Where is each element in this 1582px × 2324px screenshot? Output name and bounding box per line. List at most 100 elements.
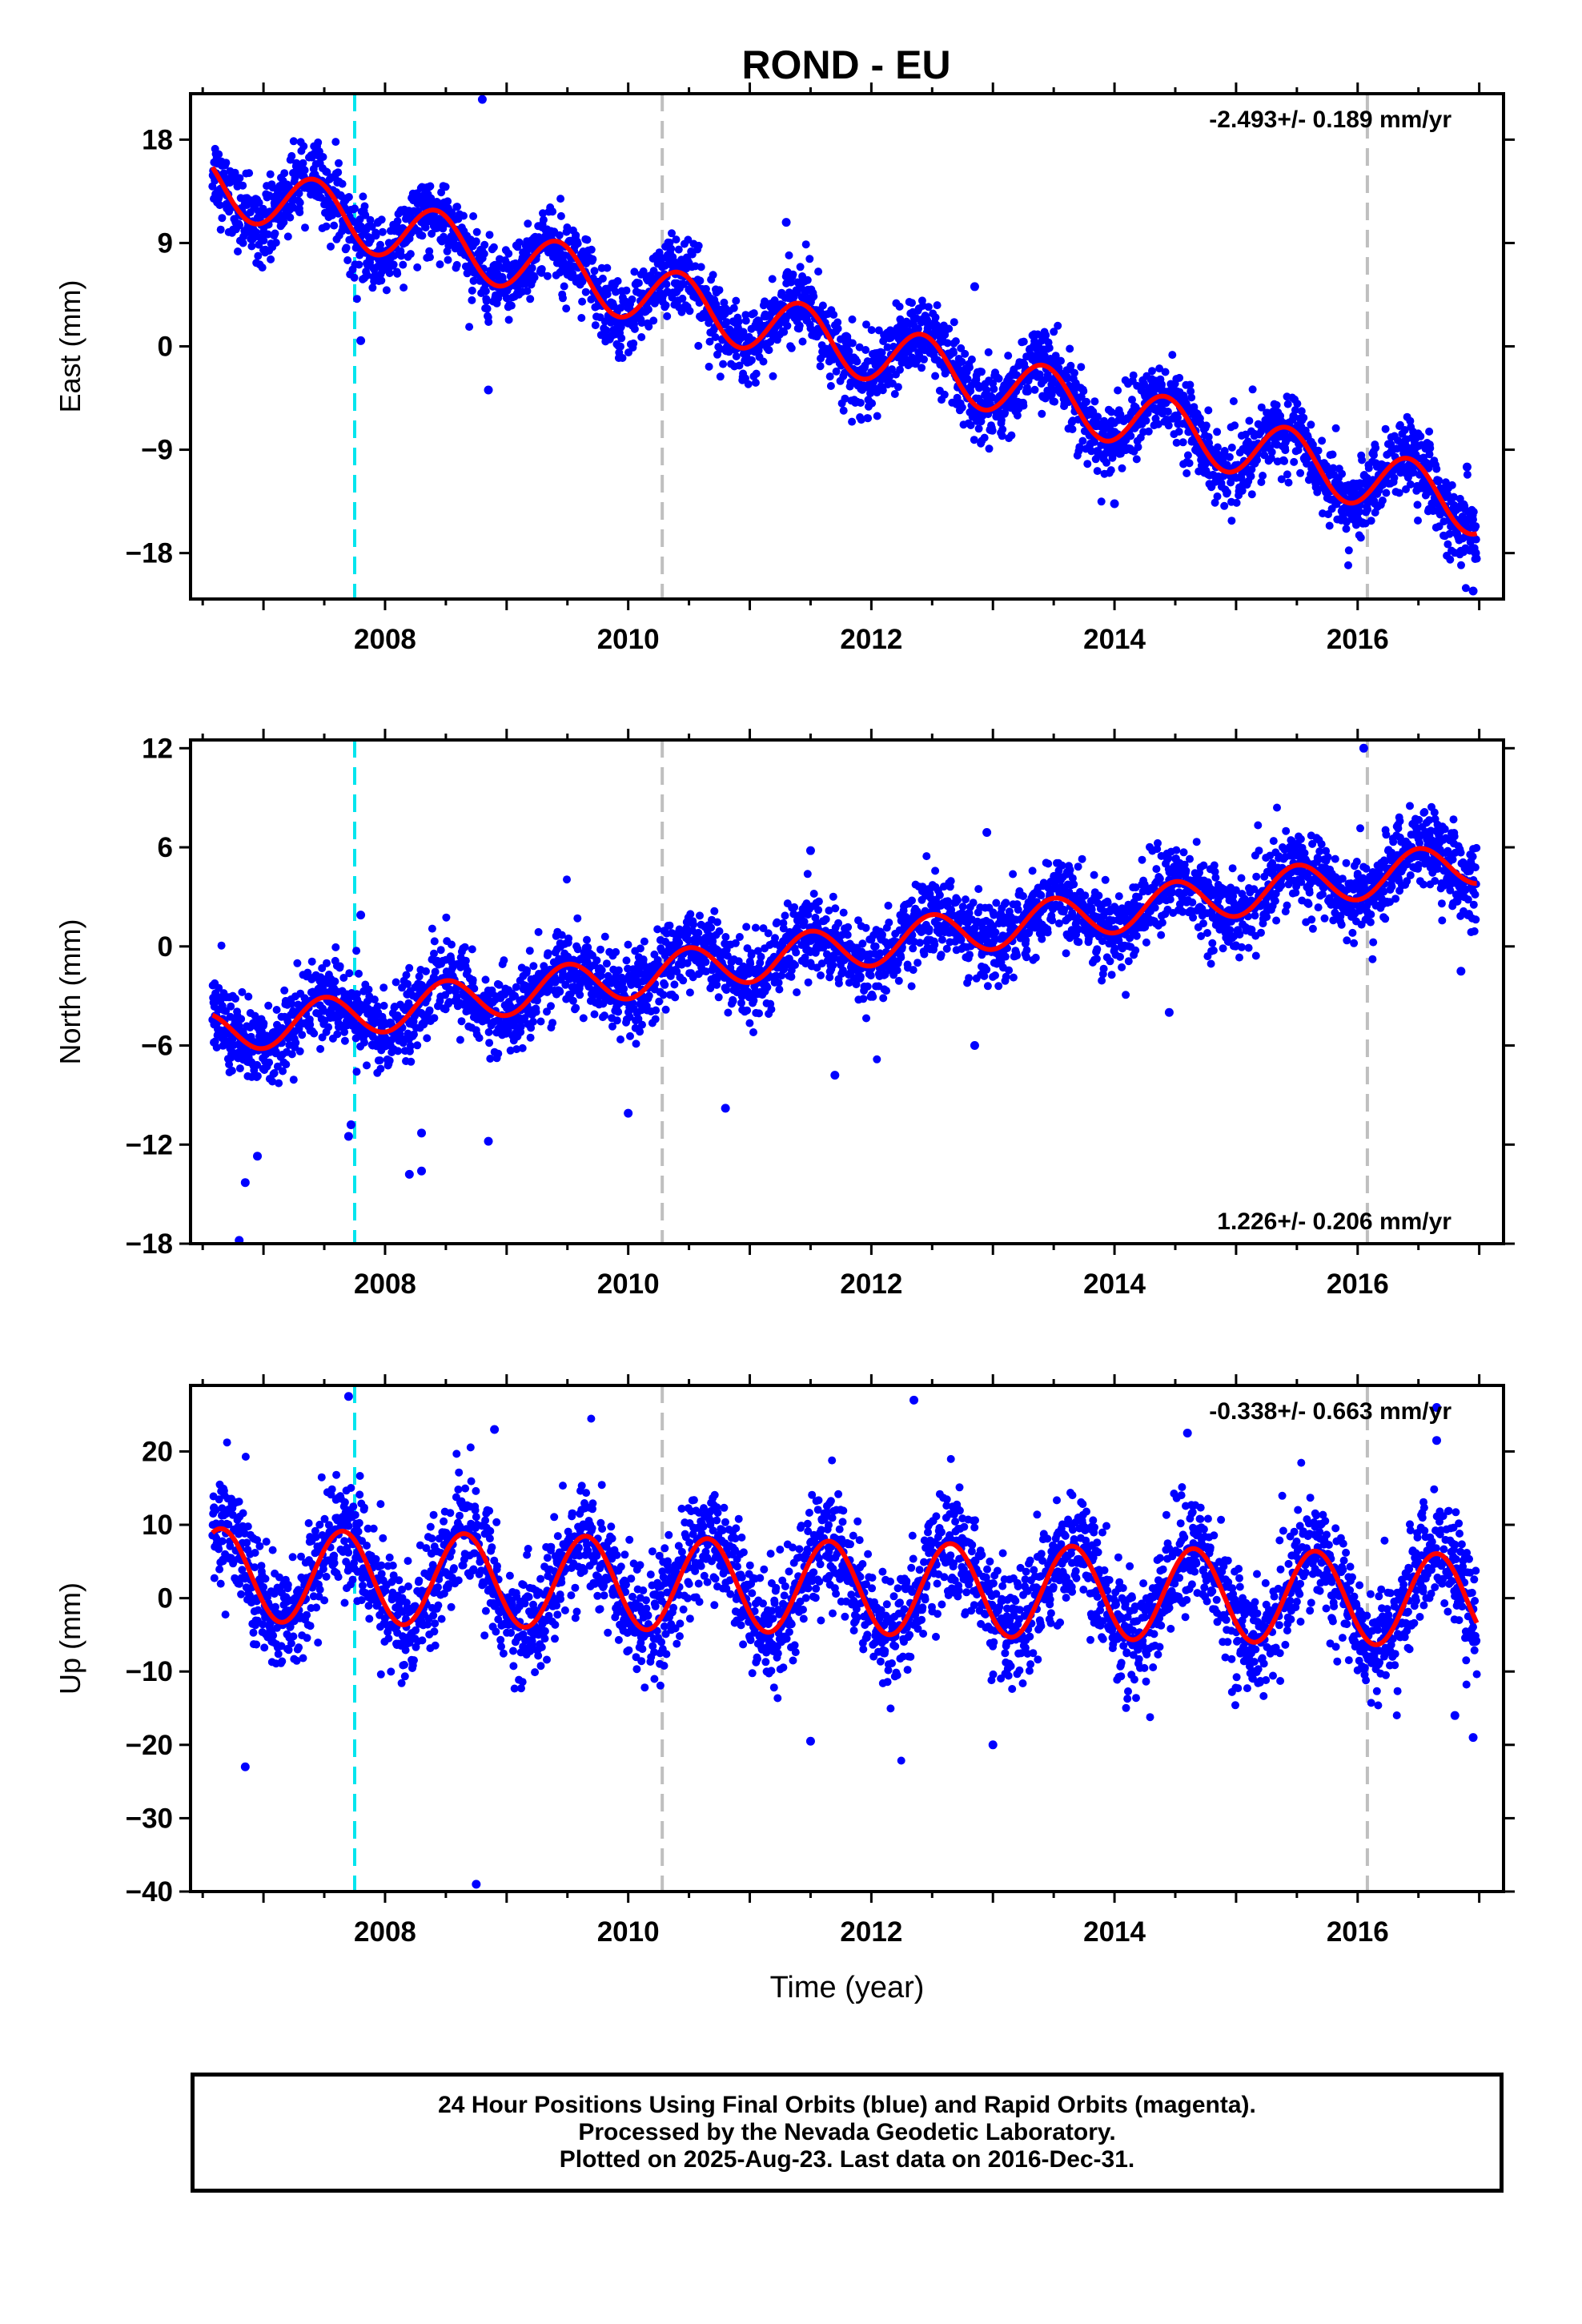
data-point <box>264 1001 273 1010</box>
data-point <box>292 159 301 167</box>
data-point <box>1134 443 1142 452</box>
data-point <box>814 897 823 906</box>
data-point <box>375 1056 384 1065</box>
data-point <box>537 265 546 273</box>
data-point <box>711 333 720 341</box>
data-point <box>1132 455 1141 464</box>
data-point <box>360 1038 368 1047</box>
data-point <box>1227 478 1235 487</box>
data-point <box>572 231 580 239</box>
data-point <box>515 238 524 247</box>
data-point <box>259 236 268 245</box>
data-point <box>1075 443 1084 452</box>
data-point <box>602 959 611 968</box>
data-point <box>716 372 725 381</box>
data-point <box>504 316 513 324</box>
data-point <box>908 299 916 308</box>
data-point <box>1213 443 1222 452</box>
data-point <box>1446 555 1455 564</box>
data-point <box>749 309 758 318</box>
data-point <box>266 170 275 179</box>
data-point <box>816 362 825 371</box>
data-point <box>237 1015 246 1023</box>
data-point <box>803 275 812 284</box>
data-point <box>1277 475 1286 484</box>
data-point <box>543 271 552 280</box>
data-point <box>1232 498 1241 507</box>
data-point <box>752 369 761 378</box>
data-point <box>1461 584 1470 593</box>
data-point <box>665 921 674 930</box>
data-point <box>1457 561 1465 569</box>
data-point <box>563 875 571 884</box>
data-point <box>705 362 713 371</box>
data-point <box>1182 469 1191 477</box>
data-point <box>834 919 843 927</box>
data-point <box>418 231 427 240</box>
data-point <box>629 339 638 348</box>
data-point <box>829 961 837 970</box>
data-point <box>1068 425 1077 433</box>
data-point <box>556 987 564 996</box>
data-point <box>616 304 625 312</box>
plot-area <box>208 740 1481 1244</box>
data-point <box>352 295 361 304</box>
data-point <box>945 324 954 333</box>
data-point <box>1299 413 1308 422</box>
data-point <box>1118 464 1126 472</box>
data-point <box>268 1077 277 1086</box>
data-point <box>705 337 714 346</box>
data-point <box>216 225 225 234</box>
data-point <box>596 945 604 954</box>
data-point <box>1325 521 1334 530</box>
data-point <box>1090 397 1099 406</box>
outlier-point <box>1110 499 1119 509</box>
data-point <box>588 255 597 263</box>
data-point <box>429 221 438 230</box>
data-point <box>787 344 796 352</box>
data-point <box>597 966 606 975</box>
data-point <box>271 229 279 238</box>
data-point <box>719 360 728 368</box>
data-point <box>1329 464 1338 472</box>
data-point <box>227 1002 235 1011</box>
data-point <box>1363 505 1372 514</box>
data-point <box>272 1006 281 1014</box>
data-point <box>985 444 994 453</box>
data-point <box>632 1039 640 1048</box>
data-point <box>793 988 801 997</box>
y-axis-label: East (mm) <box>54 280 86 413</box>
data-point <box>1178 438 1187 447</box>
data-point <box>997 416 1006 424</box>
outlier-point <box>1462 462 1472 472</box>
data-point <box>577 314 586 322</box>
data-point <box>523 966 532 975</box>
data-point <box>468 296 476 304</box>
data-point <box>795 321 804 330</box>
data-point <box>864 414 873 423</box>
data-point <box>809 890 818 898</box>
data-point <box>289 1076 298 1084</box>
data-point <box>377 215 386 224</box>
data-point <box>761 297 769 306</box>
data-point <box>1185 459 1194 468</box>
data-point <box>363 1061 371 1070</box>
data-point <box>587 245 596 254</box>
data-point <box>622 956 631 965</box>
data-point <box>355 260 363 269</box>
data-point <box>1083 460 1092 468</box>
data-point <box>958 403 966 412</box>
data-point <box>598 274 607 283</box>
data-point <box>1201 460 1210 468</box>
data-point <box>218 214 227 223</box>
data-point <box>707 923 716 932</box>
data-point <box>751 923 760 932</box>
data-point <box>817 971 825 979</box>
data-point <box>1154 420 1162 428</box>
data-point <box>722 318 731 327</box>
data-point <box>1281 446 1290 455</box>
data-point <box>1183 451 1192 460</box>
data-point <box>300 166 309 175</box>
data-point <box>234 247 242 255</box>
